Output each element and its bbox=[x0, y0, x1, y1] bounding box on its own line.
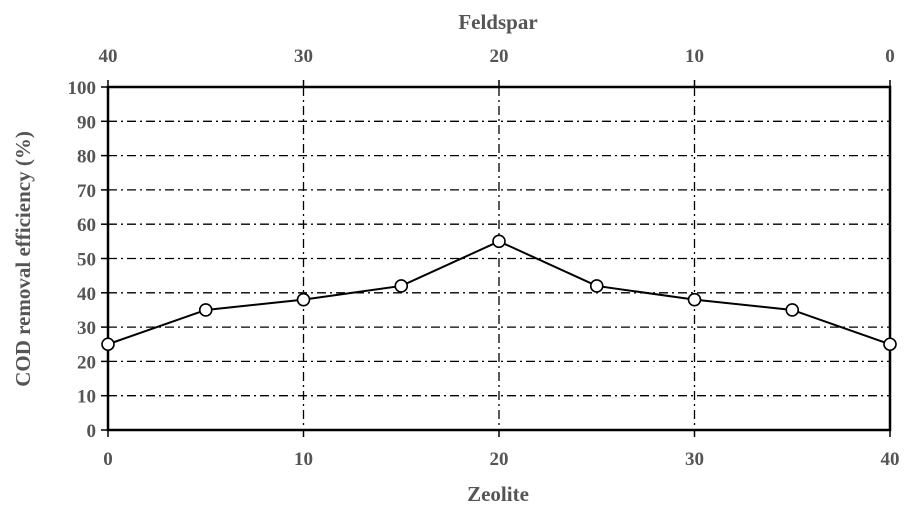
data-point bbox=[198, 303, 213, 317]
top-tick-label: 0 bbox=[885, 46, 895, 67]
data-point bbox=[785, 303, 800, 317]
top-tick-label: 10 bbox=[685, 46, 704, 67]
series-layer bbox=[101, 234, 897, 352]
data-point bbox=[101, 337, 115, 352]
top-tick-label: 20 bbox=[490, 46, 509, 67]
ticks: 0 10 20 30 40 50 60 70 80 90 100 0 40 10 30 20 20 30 10 40 0 bbox=[68, 46, 900, 470]
data-point bbox=[883, 337, 897, 352]
y-axis-title: COD removal efficiency (%) bbox=[11, 131, 35, 387]
data-point bbox=[687, 292, 702, 307]
y-tick-label: 70 bbox=[77, 181, 96, 202]
data-point bbox=[394, 279, 409, 293]
data-point bbox=[492, 234, 506, 249]
y-tick-label: 60 bbox=[77, 215, 96, 236]
y-tick-label: 30 bbox=[77, 318, 96, 339]
y-tick-label: 100 bbox=[68, 78, 97, 99]
x-tick-label: 30 bbox=[685, 449, 704, 470]
y-tick-label: 40 bbox=[77, 284, 96, 305]
top-axis-title: Feldspar bbox=[458, 10, 537, 34]
y-tick-label: 0 bbox=[87, 421, 97, 442]
x-tick-label: 20 bbox=[490, 449, 509, 470]
top-tick-label: 40 bbox=[99, 46, 118, 67]
y-tick-label: 80 bbox=[77, 147, 96, 168]
y-tick-label: 20 bbox=[77, 352, 96, 373]
data-point bbox=[589, 279, 604, 293]
grid bbox=[108, 87, 890, 430]
top-tick-label: 30 bbox=[294, 46, 313, 67]
x-tick-label: 40 bbox=[881, 449, 900, 470]
data-point bbox=[296, 292, 311, 307]
x-tick-label: 0 bbox=[103, 449, 113, 470]
y-tick-label: 10 bbox=[77, 387, 96, 408]
x-axis-title: Zeolite bbox=[467, 482, 529, 506]
y-tick-label: 90 bbox=[77, 112, 96, 133]
y-tick-label: 50 bbox=[77, 250, 96, 271]
x-tick-label: 10 bbox=[294, 449, 313, 470]
